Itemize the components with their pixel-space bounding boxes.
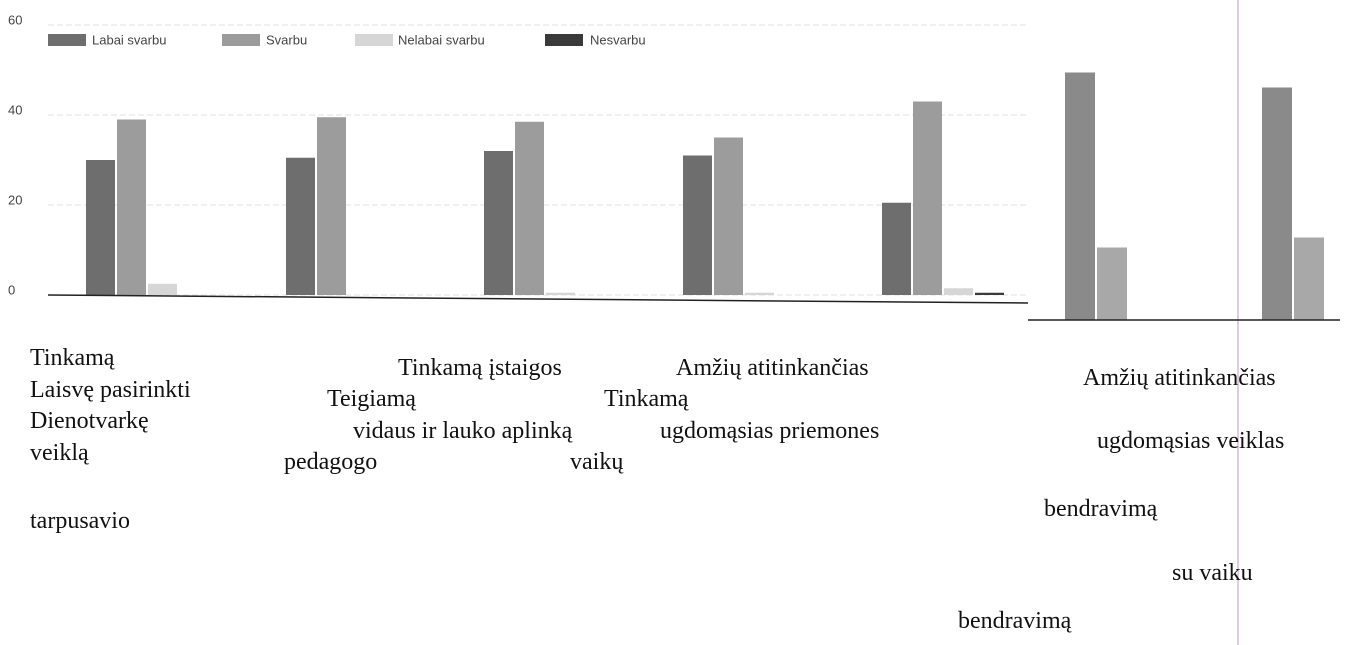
bar <box>714 137 743 295</box>
bar <box>86 160 115 295</box>
bar <box>1294 237 1324 320</box>
category-label: ugdomąsias priemones <box>660 418 879 444</box>
bar <box>484 151 513 295</box>
y-tick-label: 40 <box>8 102 22 117</box>
legend-label: Labai svarbu <box>92 32 166 47</box>
bar <box>913 101 942 295</box>
legend-label: Nelabai svarbu <box>398 32 485 47</box>
bar <box>745 292 774 295</box>
category-label: Dienotvarkę <box>30 408 149 434</box>
x-axis <box>47 294 1029 304</box>
bar <box>317 117 346 295</box>
y-tick-label: 20 <box>8 192 22 207</box>
category-label: Laisvę pasirinkti <box>30 377 191 403</box>
category-label: pedagogo <box>284 449 377 475</box>
bar <box>683 155 712 295</box>
bar <box>286 157 315 295</box>
bar <box>148 283 177 295</box>
legend-label: Svarbu <box>266 32 307 47</box>
legend-swatch <box>222 34 260 46</box>
category-label: veiklą <box>30 440 89 466</box>
category-label: Tinkamą <box>30 345 115 371</box>
legend-swatch <box>48 34 86 46</box>
bar <box>1097 247 1127 320</box>
bar <box>975 292 1004 295</box>
bar <box>546 292 575 295</box>
category-label: vidaus ir lauko aplinką <box>353 418 573 444</box>
bar <box>1065 72 1095 320</box>
category-label: Teigiamą <box>327 386 416 412</box>
category-label: Tinkamą įstaigos <box>398 355 562 381</box>
category-label: vaikų <box>570 449 624 475</box>
y-tick-label: 60 <box>8 12 22 27</box>
category-label: Tinkamą <box>604 386 689 412</box>
category-label: Amžių atitinkančias <box>676 355 869 381</box>
category-label: Amžių atitinkančias <box>1083 365 1276 391</box>
bar <box>515 121 544 295</box>
legend-swatch <box>545 34 583 46</box>
category-label: bendravimą <box>958 608 1072 634</box>
legend-swatch <box>355 34 393 46</box>
y-tick-label: 0 <box>8 282 15 297</box>
category-label: bendravimą <box>1044 496 1158 522</box>
bar <box>944 288 973 295</box>
category-label: su vaiku <box>1172 560 1253 586</box>
bar <box>1262 87 1292 320</box>
legend-label: Nesvarbu <box>590 32 646 47</box>
category-label: ugdomąsias veiklas <box>1097 428 1284 454</box>
category-label: tarpusavio <box>30 508 130 534</box>
bar <box>882 202 911 295</box>
bar <box>117 119 146 295</box>
